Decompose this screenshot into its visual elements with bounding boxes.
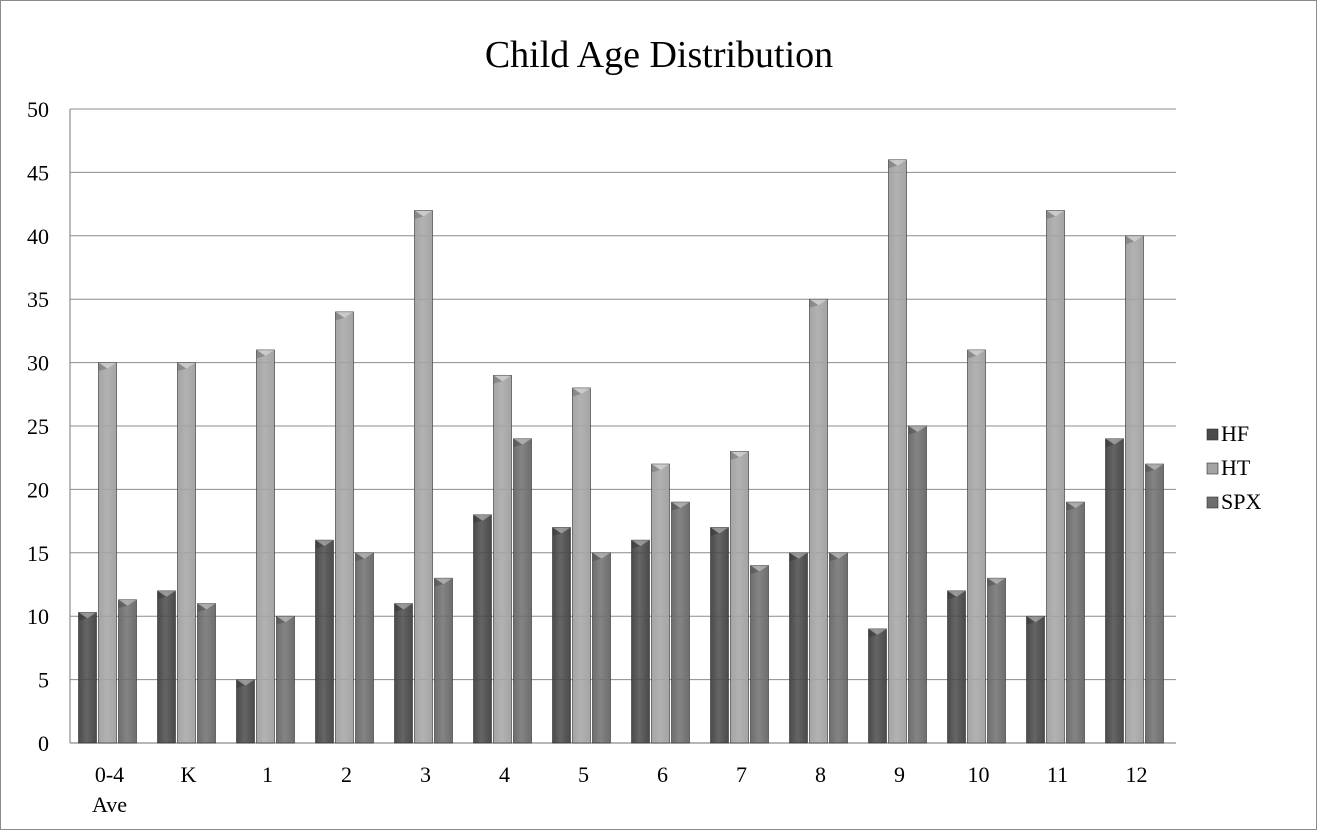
bar-hf-12 (1026, 615, 1045, 744)
bar-spx-6 (592, 552, 611, 744)
grid-lines (69, 108, 1176, 744)
bar-ht-13 (1125, 235, 1144, 744)
y-tick-label: 40 (27, 224, 49, 249)
bar-hf-1 (157, 590, 176, 744)
bar-spx-5 (513, 438, 532, 744)
bar-hf-4 (394, 603, 413, 744)
x-tick-label: 6 (657, 762, 668, 787)
x-tick-label: 3 (420, 762, 431, 787)
y-tick-label: 50 (27, 97, 49, 122)
bar-spx-2 (276, 615, 295, 744)
bar-spx-8 (750, 565, 769, 744)
y-tick-label: 20 (27, 477, 49, 502)
bar-ht-3 (335, 311, 354, 744)
bars (78, 159, 1164, 744)
y-tick-label: 0 (38, 731, 49, 756)
bar-hf-10 (868, 628, 887, 744)
x-tick-label: 1 (262, 762, 273, 787)
bar-spx-11 (987, 577, 1006, 744)
x-tick-label: 4 (499, 762, 510, 787)
bar-ht-0 (98, 362, 117, 744)
legend-item-ht: HT (1206, 455, 1251, 480)
bar-ht-12 (1046, 210, 1065, 744)
bar-hf-13 (1105, 438, 1124, 744)
y-tick-label: 15 (27, 541, 49, 566)
bar-spx-9 (829, 552, 848, 744)
bar-hf-3 (315, 539, 334, 744)
bar-hf-11 (947, 590, 966, 744)
bar-spx-7 (671, 501, 690, 744)
y-tick-label: 10 (27, 604, 49, 629)
bar-ht-1 (177, 362, 196, 744)
bar-ht-2 (256, 349, 275, 744)
x-tick-label: 10 (968, 762, 990, 787)
bar-spx-3 (355, 552, 374, 744)
bar-ht-11 (967, 349, 986, 744)
bar-ht-8 (730, 451, 749, 744)
x-tick-label: 7 (736, 762, 747, 787)
bar-ht-4 (414, 210, 433, 744)
bar-ht-10 (888, 159, 907, 744)
legend-swatch (1206, 462, 1219, 475)
legend: HF HT SPX (1206, 421, 1261, 514)
bar-spx-4 (434, 577, 453, 744)
y-tick-label: 35 (27, 287, 49, 312)
bar-hf-2 (236, 679, 255, 744)
x-tick-label: K (181, 762, 197, 787)
y-axis-ticks: 0 5 10 15 20 25 30 35 40 45 50 (27, 97, 49, 756)
bar-hf-9 (789, 552, 808, 744)
legend-label: HT (1221, 455, 1251, 480)
bar-ht-9 (809, 298, 828, 744)
bar-ht-5 (493, 374, 512, 744)
x-tick-label: 8 (815, 762, 826, 787)
legend-item-hf: HF (1206, 421, 1249, 446)
bar-hf-7 (631, 539, 650, 744)
legend-label: HF (1221, 421, 1249, 446)
x-tick-label: 9 (894, 762, 905, 787)
y-tick-label: 5 (38, 668, 49, 693)
bar-hf-5 (473, 514, 492, 744)
x-tick-label: 2 (341, 762, 352, 787)
x-tick-label: 0-4 Ave (92, 762, 127, 817)
bar-spx-10 (908, 425, 927, 744)
chart-title: Child Age Distribution (485, 34, 833, 76)
x-tick-label: 11 (1047, 762, 1068, 787)
bar-spx-13 (1145, 463, 1164, 744)
legend-swatch (1206, 428, 1219, 441)
bar-spx-1 (197, 603, 216, 744)
y-tick-label: 30 (27, 351, 49, 376)
legend-swatch (1206, 496, 1219, 509)
bar-hf-8 (710, 527, 729, 744)
legend-item-spx: SPX (1206, 489, 1261, 514)
bar-ht-7 (651, 463, 670, 744)
y-tick-label: 45 (27, 160, 49, 185)
bar-spx-0 (118, 599, 137, 744)
x-tick-label: 12 (1126, 762, 1148, 787)
bar-ht-6 (572, 387, 591, 744)
x-tick-label: 5 (578, 762, 589, 787)
legend-label: SPX (1221, 489, 1261, 514)
bar-hf-0 (78, 612, 97, 744)
bar-hf-6 (552, 527, 571, 744)
y-tick-label: 25 (27, 414, 49, 439)
bar-spx-12 (1066, 501, 1085, 744)
